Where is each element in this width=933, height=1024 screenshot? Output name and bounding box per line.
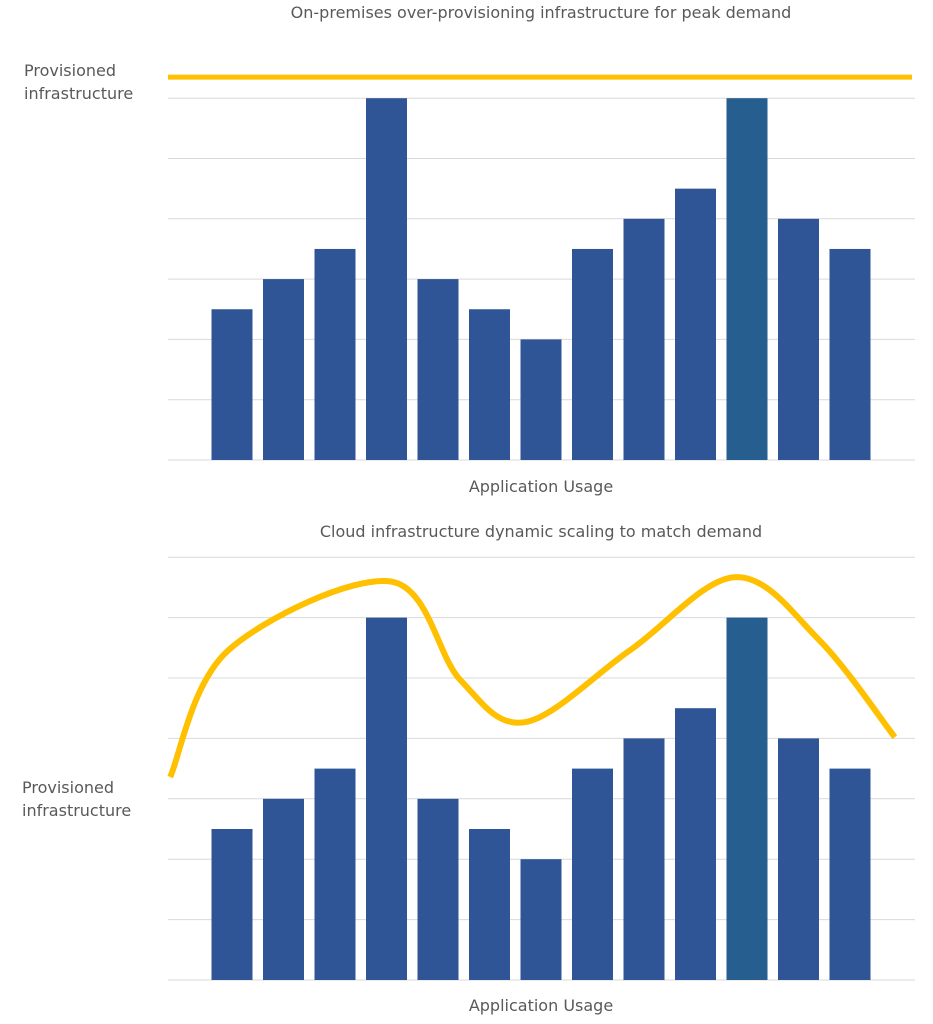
bar-10 (675, 188, 716, 460)
bar-4 (366, 617, 407, 980)
bar-3 (314, 248, 356, 460)
bar-2 (263, 279, 304, 460)
bottom-plot (167, 556, 915, 981)
bar-4 (366, 98, 407, 460)
bar-6 (469, 829, 510, 980)
bar-1 (211, 309, 253, 460)
top-plot (168, 74, 915, 461)
bar-13 (829, 768, 871, 980)
bar-2 (263, 798, 304, 980)
top-ylabel: Provisioned infrastructure (24, 61, 133, 103)
bottom-ylabel: Provisioned infrastructure (22, 778, 131, 820)
top-ylabel-text: Provisioned (24, 61, 116, 80)
bar-3 (314, 768, 356, 980)
bottom-ylabel-text: Provisioned (22, 778, 114, 797)
bar-8 (572, 248, 613, 460)
bar-6 (469, 309, 510, 460)
top-chart-title: On-premises over-provisioning infrastruc… (291, 3, 792, 22)
bar-12 (778, 218, 819, 460)
bar-1 (211, 829, 253, 980)
bottom-ylabel-line2: infrastructure (22, 801, 131, 820)
bottom-xlabel: Application Usage (469, 996, 613, 1015)
top-ylabel-line2: infrastructure (24, 84, 133, 103)
bar-8 (572, 768, 613, 980)
bar-12 (778, 738, 819, 980)
bottom-chart-title: Cloud infrastructure dynamic scaling to … (320, 522, 762, 541)
bar-7 (520, 859, 562, 980)
bar-5 (417, 798, 459, 980)
bar-11 (726, 617, 768, 980)
bar-13 (829, 248, 871, 460)
bar-11 (726, 98, 768, 460)
top-xlabel: Application Usage (469, 477, 613, 496)
provisioned-curve (167, 574, 898, 779)
bar-5 (417, 279, 459, 460)
bar-9 (623, 738, 665, 980)
bar-7 (520, 339, 562, 460)
bar-10 (675, 708, 716, 980)
bar-9 (623, 218, 665, 460)
